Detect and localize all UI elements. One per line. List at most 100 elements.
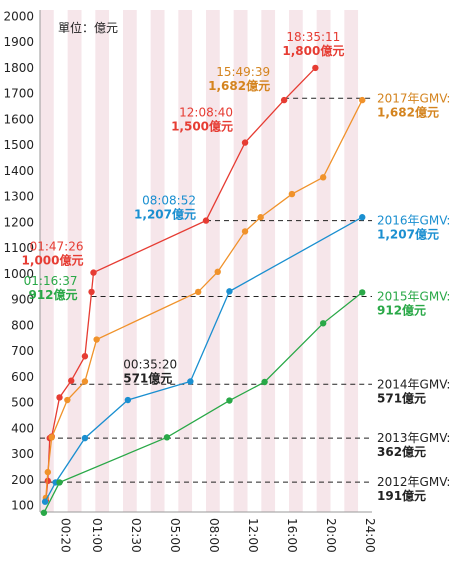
- data-point: [319, 320, 327, 327]
- x-tick-label: 01:00: [90, 518, 104, 553]
- reference-label: 2016年GMV:: [377, 214, 450, 228]
- reference-label: 2012年GMV:: [377, 475, 450, 489]
- band: [261, 10, 276, 512]
- annotation-time: 15:49:39: [216, 65, 270, 79]
- reference-amount: 1,207億元: [377, 227, 439, 242]
- data-point: [81, 434, 89, 442]
- x-tick-label: 08:00: [207, 518, 221, 553]
- band: [289, 10, 303, 512]
- band: [330, 10, 345, 512]
- data-point: [241, 139, 249, 146]
- y-tick-label: 1300: [3, 190, 34, 204]
- data-point: [88, 288, 95, 296]
- band: [316, 10, 331, 512]
- data-point: [226, 397, 233, 404]
- annotation-time: 01:47:26: [30, 240, 84, 254]
- band: [109, 10, 123, 512]
- y-tick-label: 2000: [3, 9, 34, 23]
- data-point: [93, 336, 100, 343]
- band: [53, 10, 68, 512]
- x-tick-label: 02:30: [129, 518, 143, 553]
- y-tick-label: 1000: [3, 267, 34, 281]
- x-tick-label: 24:00: [363, 518, 377, 553]
- data-point: [44, 477, 52, 485]
- y-tick-label: 1500: [3, 138, 34, 152]
- data-point: [214, 268, 221, 276]
- reference-label: 2015年GMV:: [377, 290, 450, 304]
- annotation-time: 18:35:11: [286, 30, 340, 44]
- data-point: [68, 377, 75, 384]
- reference-amount: 191億元: [377, 488, 426, 503]
- data-point: [41, 498, 49, 505]
- y-tick-label: 1800: [3, 61, 34, 75]
- band: [192, 10, 206, 512]
- data-point: [48, 434, 55, 441]
- band: [302, 10, 317, 512]
- x-tick-label: 00:20: [59, 518, 73, 553]
- data-point: [40, 509, 48, 516]
- x-tick-label: 12:00: [246, 518, 260, 553]
- data-point: [124, 396, 132, 404]
- data-point: [359, 289, 366, 296]
- data-point: [241, 228, 249, 235]
- y-tick-label: 600: [11, 370, 34, 384]
- data-point: [81, 353, 89, 360]
- data-point: [194, 288, 202, 296]
- background-bands: [40, 10, 372, 512]
- band: [206, 10, 220, 512]
- y-tick-label: 100: [11, 499, 34, 513]
- reference-label: 2014年GMV:: [377, 377, 450, 391]
- y-tick-label: 1100: [3, 241, 34, 255]
- annotation-amount: 1,000億元: [22, 253, 84, 268]
- annotation-time: 00:35:20: [123, 358, 177, 372]
- reference-label: 2017年GMV:: [377, 91, 450, 105]
- annotation-time: 08:08:52: [142, 194, 196, 208]
- y-tick-label: 800: [11, 318, 34, 332]
- data-point: [312, 64, 319, 72]
- y-tick-label: 1600: [3, 112, 34, 126]
- band: [178, 10, 193, 512]
- reference-label: 2013年GMV:: [377, 431, 450, 445]
- data-point: [319, 174, 327, 181]
- reference-amount: 1,682億元: [377, 104, 439, 119]
- x-tick-label: 16:00: [285, 518, 299, 553]
- band: [344, 10, 359, 512]
- band: [67, 10, 82, 512]
- band: [219, 10, 234, 512]
- unit-label: 單位：億元: [58, 20, 118, 35]
- reference-amount: 362億元: [377, 444, 426, 459]
- y-tick-label: 1200: [3, 215, 34, 229]
- y-tick-label: 900: [11, 293, 34, 307]
- data-point: [280, 96, 288, 104]
- y-tick-label: 1400: [3, 164, 34, 178]
- y-axis-ticks: 100 200 300 400 500 600 700 800 900 1000 1100 1200 1…: [3, 9, 34, 512]
- data-point: [359, 214, 366, 221]
- y-tick-label: 1700: [3, 87, 34, 101]
- band: [233, 10, 248, 512]
- band: [123, 10, 137, 512]
- y-tick-label: 500: [11, 396, 34, 410]
- x-tick-label: 05:00: [168, 518, 182, 553]
- reference-amount: 571億元: [377, 390, 426, 405]
- data-point: [90, 269, 97, 276]
- band: [95, 10, 110, 512]
- y-tick-label: 1900: [3, 35, 34, 49]
- data-point: [56, 479, 63, 486]
- annotation-time: 12:08:40: [179, 106, 233, 120]
- data-point: [187, 378, 194, 385]
- y-tick-label: 400: [11, 421, 34, 435]
- series-lines: [40, 64, 366, 516]
- annotation-amount: 1,207億元: [134, 207, 196, 222]
- data-point: [163, 434, 171, 441]
- reference-lines: 2017年GMV:1,682億元2016年GMV:1,207億元2015年GMV…: [40, 91, 450, 503]
- data-point: [359, 96, 366, 104]
- annotation-amount: 1,500億元: [171, 119, 233, 134]
- band: [358, 10, 372, 512]
- annotation-amount: 571億元: [123, 371, 172, 386]
- y-tick-label: 700: [11, 344, 34, 358]
- reference-amount: 912億元: [377, 303, 426, 318]
- band: [136, 10, 151, 512]
- data-point: [257, 214, 264, 221]
- y-tick-label: 200: [11, 473, 34, 487]
